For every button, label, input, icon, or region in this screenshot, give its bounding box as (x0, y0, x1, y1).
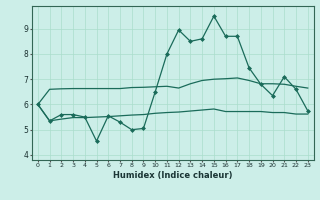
X-axis label: Humidex (Indice chaleur): Humidex (Indice chaleur) (113, 171, 233, 180)
